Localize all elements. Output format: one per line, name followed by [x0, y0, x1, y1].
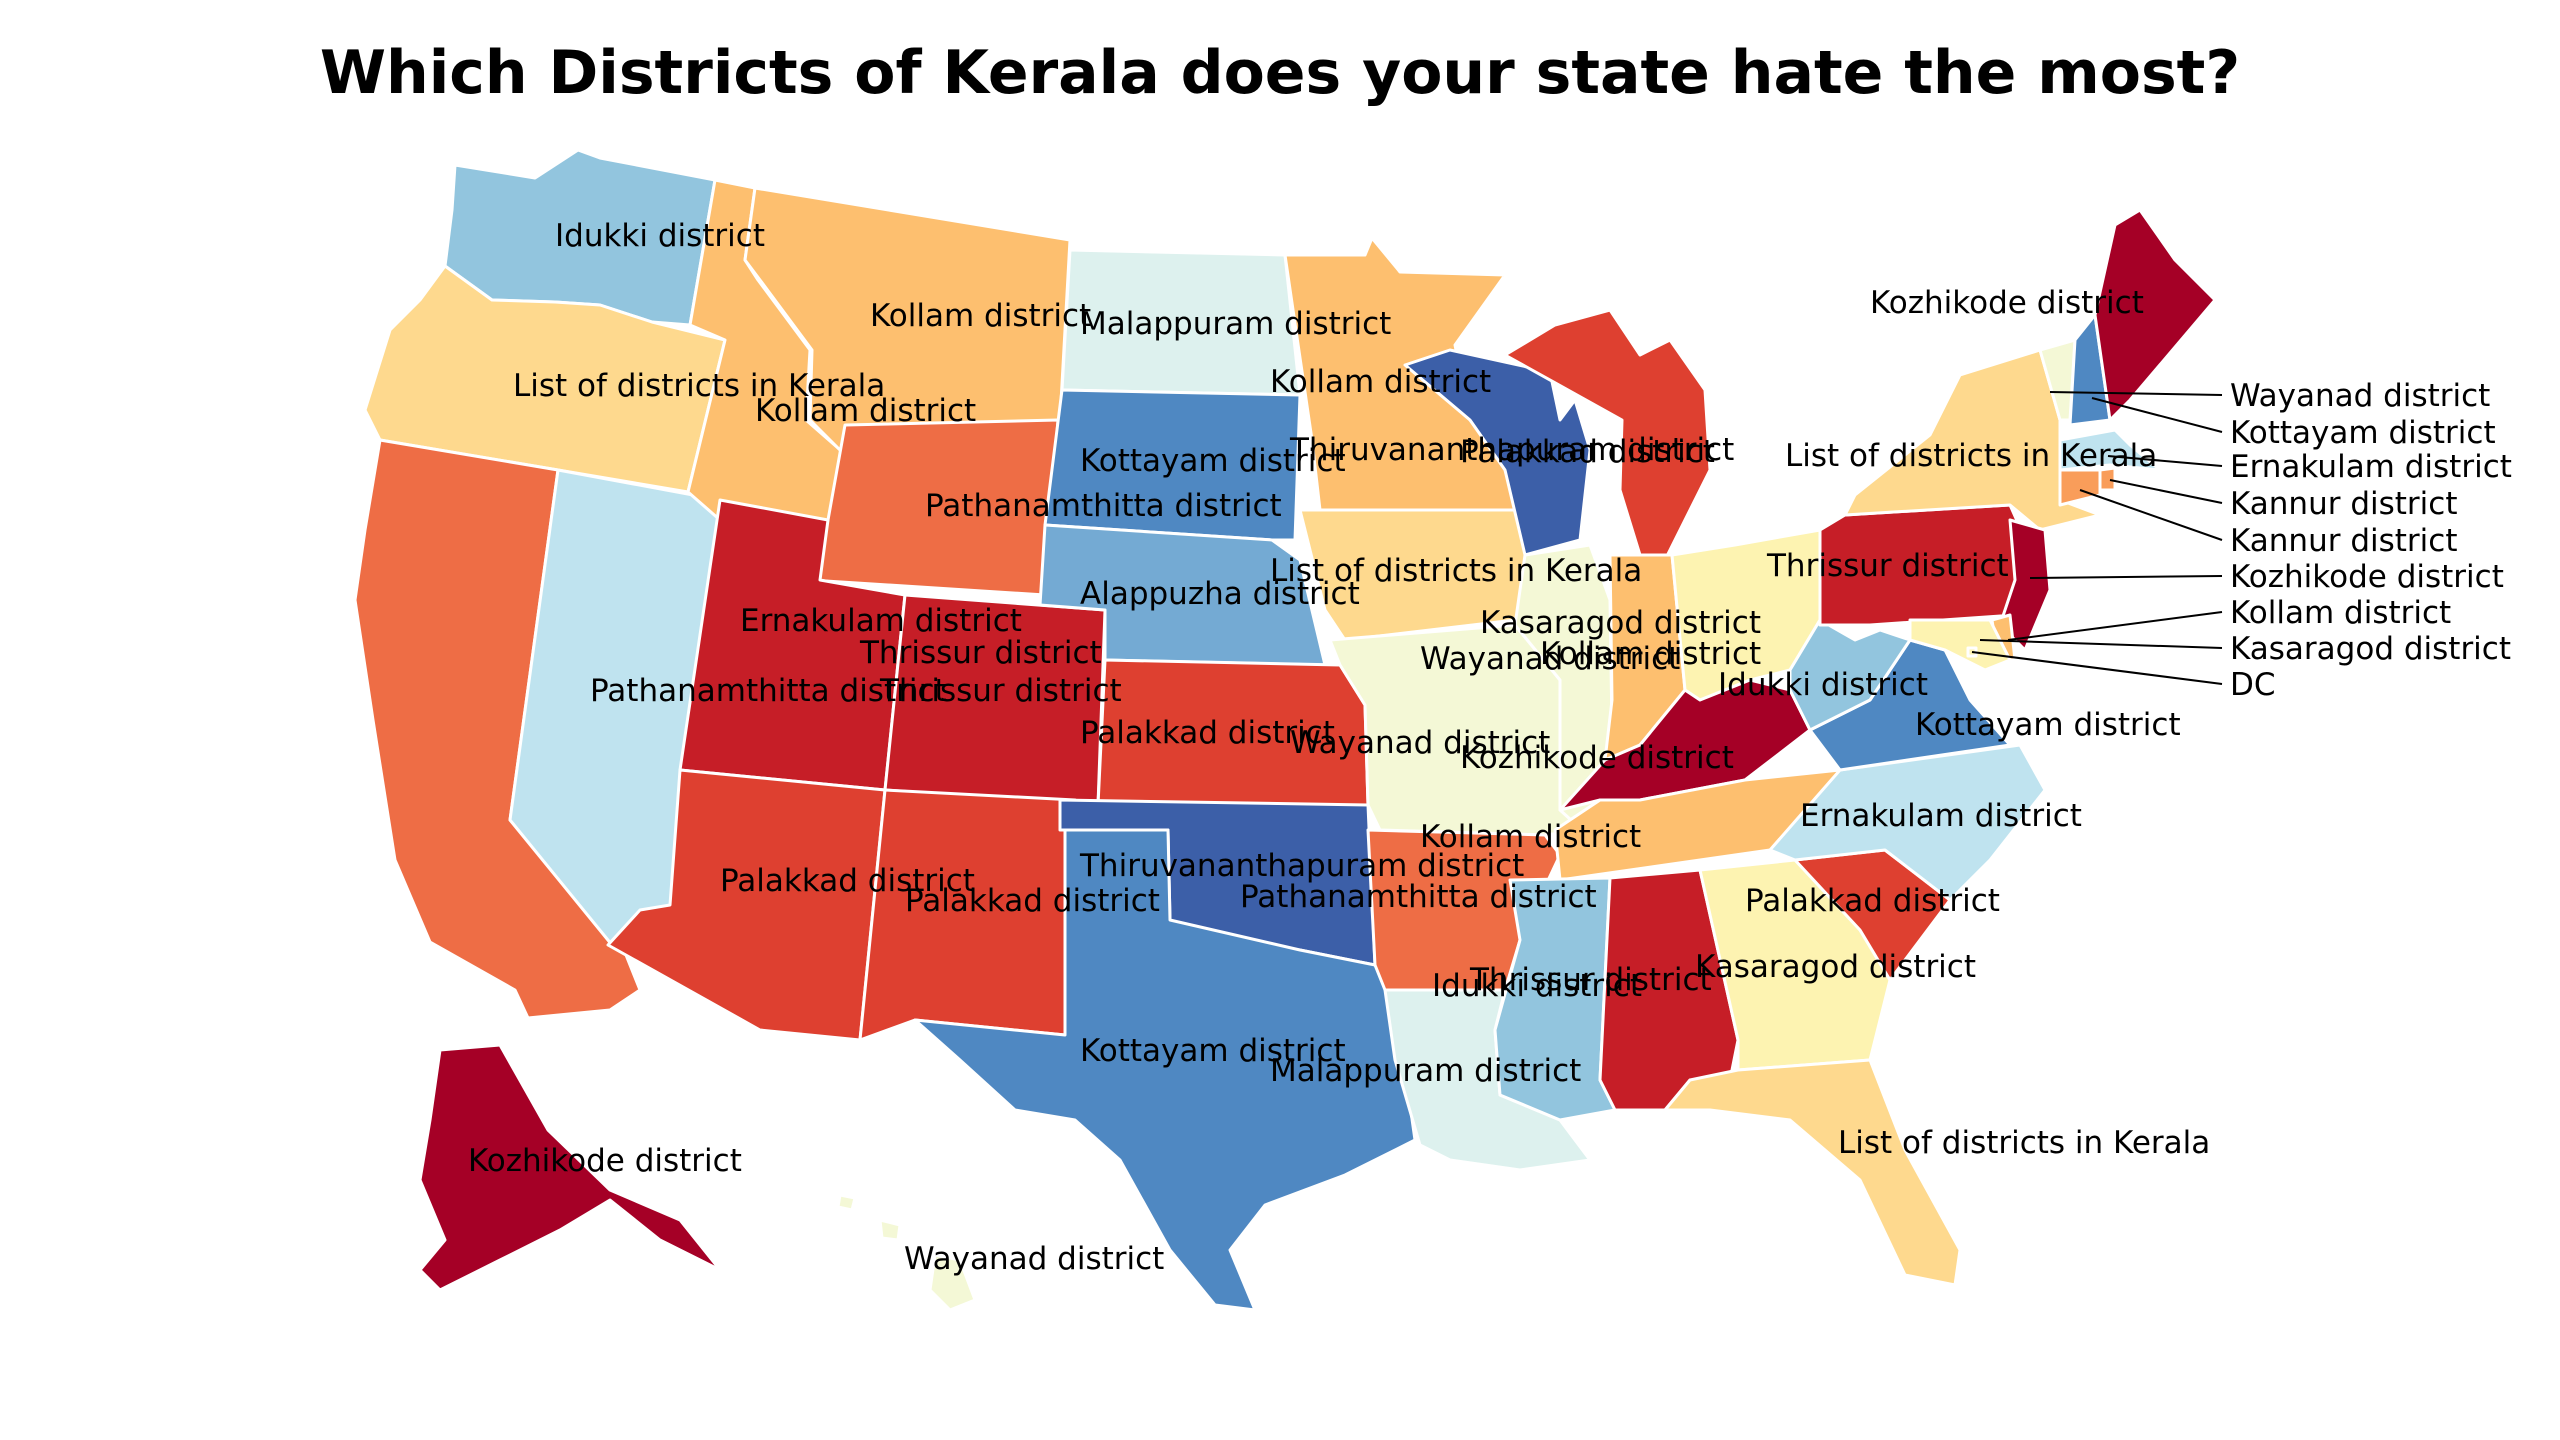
label-md: Kasaragod district [2230, 631, 2511, 667]
label-va: Kottayam district [1915, 707, 2181, 743]
state-hi [836, 1193, 977, 1312]
label-wy: Pathanamthitta district [925, 488, 1282, 524]
leader-ma [2107, 455, 2223, 467]
label-ny: List of districts in Kerala [1785, 438, 2157, 474]
label-hi: Wayanad district [904, 1241, 1164, 1277]
label-mo: Wayanad district [1290, 725, 1550, 761]
label-wa: Idukki district [555, 218, 765, 254]
label-ut: Thrissur district [859, 635, 1102, 671]
label-nj: Kozhikode district [2230, 559, 2504, 595]
label-co: Thrissur district [879, 673, 1122, 709]
label-vt: Wayanad district [2230, 378, 2490, 414]
label-ar: Pathanamthitta district [1240, 879, 1597, 915]
label-fl: List of districts in Kerala [1838, 1125, 2210, 1161]
label-ga: Kasaragod district [1695, 949, 1976, 985]
leader-ct [2079, 489, 2223, 541]
label-ak: Kozhikode district [468, 1143, 742, 1179]
label-il: Wayanad district [1420, 641, 1680, 677]
label-ca: Pathanamthitta district [590, 673, 947, 709]
state-me [2093, 208, 2217, 422]
state-wi [1403, 348, 1592, 557]
label-wv: Idukki district [1718, 667, 1928, 703]
state-tx [913, 828, 1417, 1312]
label-mi: Palakkad district [1460, 434, 1715, 470]
leader-nh [2091, 397, 2223, 433]
map-title: Which Districts of Kerala does your stat… [319, 38, 2241, 108]
label-mn: Kollam district [1270, 364, 1491, 400]
label-nc: Ernakulam district [1800, 798, 2082, 834]
state-shapes [353, 148, 2217, 1312]
leader-de [2007, 611, 2223, 641]
state-ak [418, 1043, 722, 1292]
label-or: List of districts in Kerala [513, 368, 885, 404]
state-nj [1998, 518, 2052, 652]
label-az: Palakkad district [720, 863, 975, 899]
state-ct [2058, 468, 2102, 507]
state-fl [1663, 1058, 1962, 1287]
label-ok: Thiruvananthapuram district [1079, 848, 1524, 884]
state-md [1908, 618, 2012, 672]
label-sd: Kottayam district [1080, 443, 1346, 479]
label-ms: Idukki district [1432, 968, 1642, 1004]
label-tn: Kollam district [1420, 819, 1641, 855]
state-mi [1503, 308, 1712, 562]
label-sc: Palakkad district [1745, 883, 2000, 919]
label-ne: Alappuzha district [1080, 576, 1360, 612]
label-ia: List of districts in Kerala [1270, 553, 1642, 589]
label-me: Kozhikode district [1870, 285, 2144, 321]
leader-dc [1971, 651, 2223, 685]
label-la: Malappuram district [1270, 1053, 1581, 1089]
label-tx: Kottayam district [1080, 1033, 1346, 1069]
leader-lines [1971, 391, 2223, 685]
label-ks: Palakkad district [1080, 715, 1335, 751]
label-id: Kollam district [755, 393, 976, 429]
leader-vt [2049, 391, 2223, 396]
label-in: Kollam district [1540, 636, 1761, 672]
label-nm: Palakkad district [905, 883, 1160, 919]
label-oh: Kasaragod district [1480, 605, 1761, 641]
label-ct: Kannur district [2230, 523, 2457, 559]
label-pa: Thrissur district [1766, 548, 2009, 584]
label-ky: Kozhikode district [1460, 740, 1734, 776]
label-nh: Kottayam district [2230, 415, 2496, 451]
state-labels: Idukki district List of districts in Kera… [468, 218, 2512, 1277]
label-nd: Malappuram district [1080, 306, 1391, 342]
leader-ri [2109, 479, 2223, 504]
leader-md [1979, 639, 2223, 649]
state-wy [808, 418, 1060, 597]
leader-nj [2029, 575, 2223, 579]
label-de: Kollam district [2230, 595, 2451, 631]
label-wi: Thiruvananthapuram district [1289, 432, 1734, 468]
label-nv: Ernakulam district [740, 603, 1022, 639]
label-ri: Kannur district [2230, 486, 2457, 522]
state-sd [1043, 388, 1302, 542]
label-al: Thrissur district [1469, 962, 1712, 998]
label-ma: Ernakulam district [2230, 449, 2512, 485]
label-mt: Kollam district [870, 298, 1091, 334]
label-dc: DC [2230, 667, 2276, 703]
